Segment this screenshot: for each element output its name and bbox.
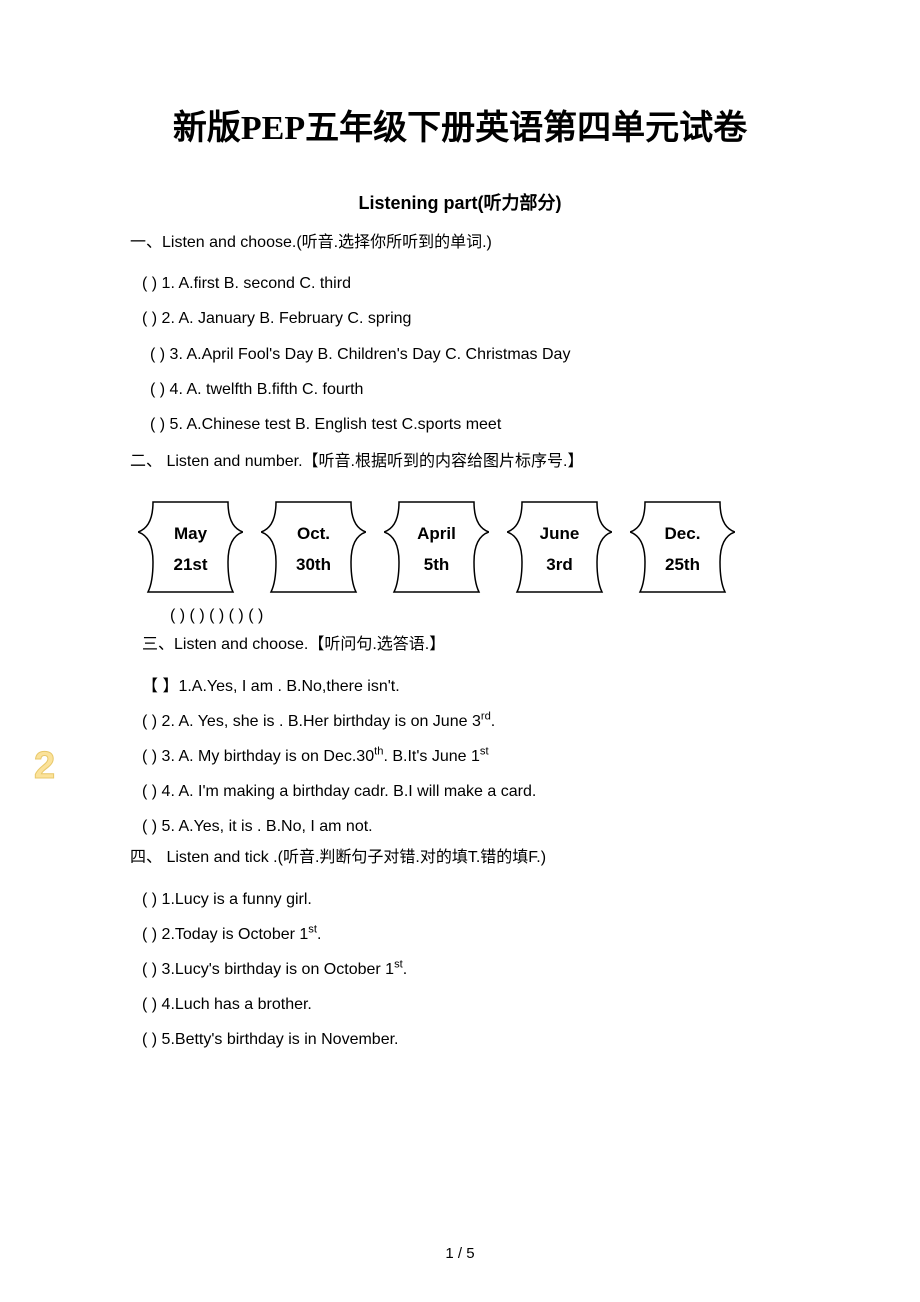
date-card: June 3rd xyxy=(507,497,612,597)
card-line2: 5th xyxy=(424,555,450,574)
section-3-head: 三、Listen and choose.【听问句.选答语.】 xyxy=(130,631,790,658)
card-line1: Dec. xyxy=(665,524,701,543)
sec3-item-3-sup2: st xyxy=(480,746,489,758)
sec3-item-2-sup: rd xyxy=(481,710,491,722)
card-line1: Oct. xyxy=(297,524,330,543)
sec4-cn: 听音.判断句子对错.对的填T.错的填F xyxy=(283,849,536,866)
sec3-item-4: ( ) 4. A. I'm making a birthday cadr. B.… xyxy=(130,774,790,809)
sec4-item-2-text: ( ) 2.Today is October 1 xyxy=(142,926,308,943)
sec1-item-5: ( ) 5. A.Chinese test B. English test C.… xyxy=(130,407,790,442)
subtitle-close: ) xyxy=(556,193,562,213)
card-text: April 5th xyxy=(384,519,489,580)
sec4-item-2-post: . xyxy=(317,926,321,943)
sec1-cn: 听音.选择你所听到的单词 xyxy=(302,234,482,251)
sec4-item-3-sup: st xyxy=(394,959,403,971)
sec4-item-2-sup: st xyxy=(308,923,317,935)
card-line1: April xyxy=(417,524,456,543)
section-1-head: 一、Listen and choose.(听音.选择你所听到的单词.) xyxy=(130,229,790,256)
sec1-item-2: ( ) 2. A. January B. February C. spring xyxy=(130,301,790,336)
sec3-post: .】 xyxy=(425,636,445,653)
section-2-head: 二、 Listen and number.【听音.根据听到的内容给图片标序号.】 xyxy=(130,448,790,475)
sec1-pre: 一、Listen and choose.( xyxy=(130,234,302,251)
card-line1: May xyxy=(174,524,207,543)
card-text: Dec. 25th xyxy=(630,519,735,580)
sec1-item-3: ( ) 3. A.April Fool's Day B. Children's … xyxy=(130,337,790,372)
sec2-cn: 听音.根据听到的内容给图片标序号 xyxy=(319,453,563,470)
listening-subtitle: Listening part(听力部分) xyxy=(130,189,790,215)
sec2-pre: 二、 Listen and number.【 xyxy=(130,453,319,470)
card-line2: 3rd xyxy=(546,555,572,574)
date-card: April 5th xyxy=(384,497,489,597)
card-answer-row: ( ) ( ) ( ) ( ) ( ) xyxy=(130,607,790,625)
date-card: Dec. 25th xyxy=(630,497,735,597)
sec2-post: .】 xyxy=(563,453,583,470)
subtitle-strong: Listening part( xyxy=(359,193,484,213)
sec3-item-3: ( ) 3. A. My birthday is on Dec.30th. B.… xyxy=(130,739,790,774)
sec4-pre: 四、 Listen and tick .( xyxy=(130,849,283,866)
sec4-item-3-post: . xyxy=(403,961,407,978)
sec3-item-1: 【 】1.A.Yes, I am . B.No,there isn't. xyxy=(130,669,790,704)
card-line2: 21st xyxy=(173,555,207,574)
date-cards-row: May 21st Oct. 30th April 5th xyxy=(130,485,790,603)
sec3-item-3-mid: . B.It's June 1 xyxy=(383,748,479,765)
sec3-pre: 三、Listen and choose.【 xyxy=(142,636,324,653)
sec3-item-2-post: . xyxy=(491,713,495,730)
card-line2: 30th xyxy=(296,555,331,574)
sec3-item-2: ( ) 2. A. Yes, she is . B.Her birthday i… xyxy=(130,704,790,739)
sec4-item-2: ( ) 2.Today is October 1st. xyxy=(130,917,790,952)
section-4-head: 四、 Listen and tick .(听音.判断句子对错.对的填T.错的填F… xyxy=(130,844,790,871)
subtitle-cn: 听力部分 xyxy=(484,193,556,213)
sec3-item-2-text: ( ) 2. A. Yes, she is . B.Her birthday i… xyxy=(142,713,481,730)
sec1-post: .) xyxy=(482,234,492,251)
page-number-footer: 1 / 5 xyxy=(0,1245,920,1262)
sec4-post: .) xyxy=(536,849,546,866)
sec4-item-4: ( ) 4.Luch has a brother. xyxy=(130,987,790,1022)
sec1-item-1: ( ) 1. A.first B. second C. third xyxy=(130,266,790,301)
sec4-item-3: ( ) 3.Lucy's birthday is on October 1st. xyxy=(130,952,790,987)
card-text: May 21st xyxy=(138,519,243,580)
page-title: 新版PEP五年级下册英语第四单元试卷 xyxy=(130,100,790,149)
card-text: Oct. 30th xyxy=(261,519,366,580)
date-card: May 21st xyxy=(138,497,243,597)
card-line2: 25th xyxy=(665,555,700,574)
sec4-item-1: ( ) 1.Lucy is a funny girl. xyxy=(130,882,790,917)
sec4-item-3-text: ( ) 3.Lucy's birthday is on October 1 xyxy=(142,961,394,978)
sec4-item-5: ( ) 5.Betty's birthday is in November. xyxy=(130,1022,790,1057)
card-line1: June xyxy=(540,524,580,543)
side-page-number: 2 xyxy=(34,745,55,788)
worksheet-page: 新版PEP五年级下册英语第四单元试卷 Listening part(听力部分) … xyxy=(0,0,920,1098)
sec1-item-4: ( ) 4. A. twelfth B.fifth C. fourth xyxy=(130,372,790,407)
sec3-item-5: ( ) 5. A.Yes, it is . B.No, I am not. xyxy=(130,809,790,844)
sec3-cn: 听问句.选答语 xyxy=(324,636,424,653)
sec3-item-3-text: ( ) 3. A. My birthday is on Dec.30 xyxy=(142,748,374,765)
card-text: June 3rd xyxy=(507,519,612,580)
date-card: Oct. 30th xyxy=(261,497,366,597)
